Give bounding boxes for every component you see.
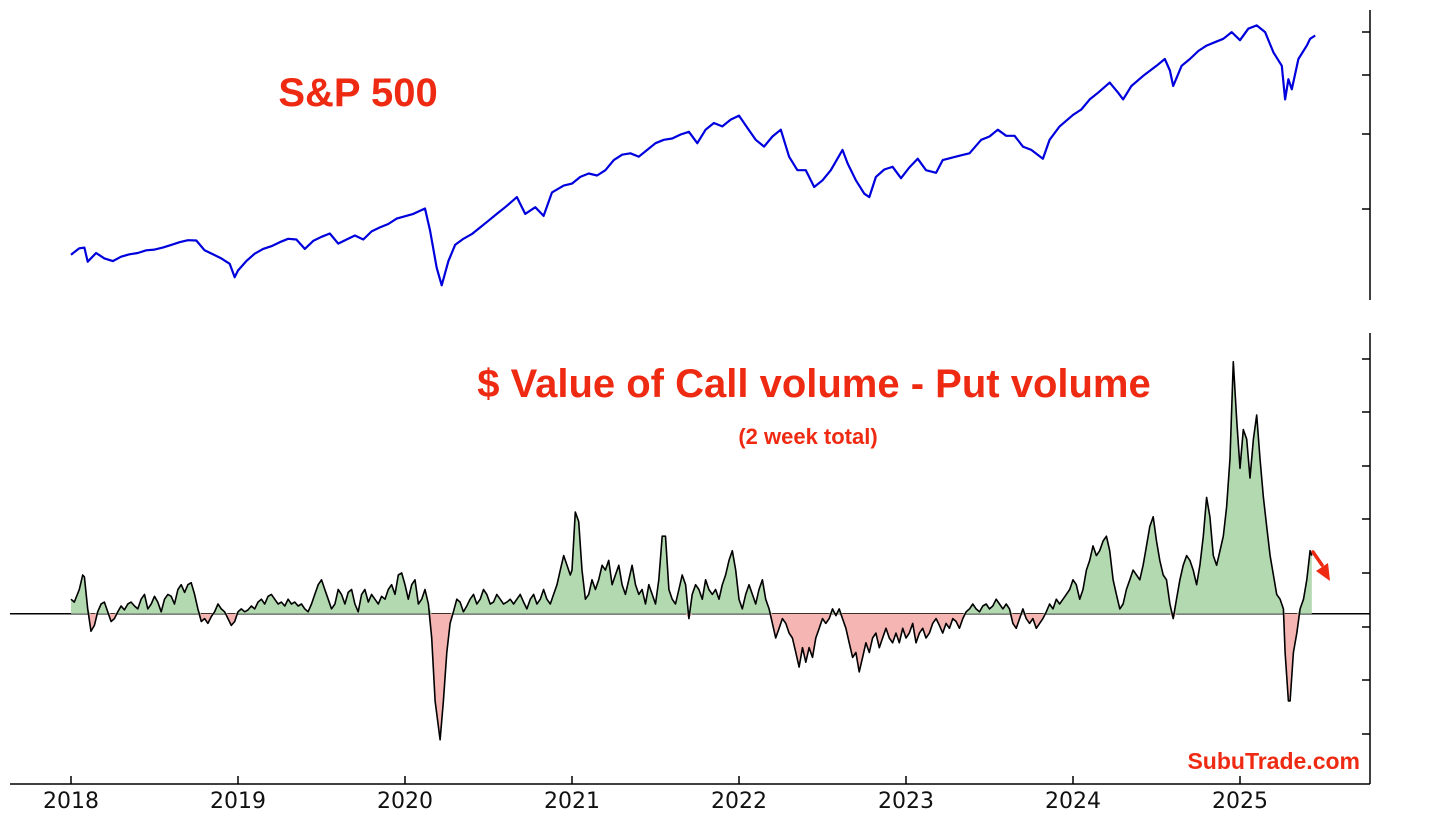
x-tick-label: 2019 (210, 789, 266, 814)
x-tick-label: 2024 (1045, 789, 1101, 814)
x-tick-label: 2025 (1212, 789, 1268, 814)
subutrade-watermark: SubuTrade.com (1187, 748, 1360, 774)
x-tick-labels: 2018 2019 2020 2021 2022 2023 2024 2025 (43, 789, 1268, 814)
callput-line (70, 360, 1313, 741)
down-arrow-icon (1311, 550, 1330, 581)
x-tick-marks (70, 776, 1241, 784)
callput-panel: 2018 2019 2020 2021 2022 2023 2024 2025 $ Value… (10, 333, 1371, 814)
x-tick-label: 2022 (711, 789, 767, 814)
sp500-right-ticks (1362, 31, 1370, 210)
callput-right-ticks (1362, 358, 1370, 735)
callput-title: $ Value of Call volume - Put volume (477, 362, 1151, 406)
sp500-title: S&P 500 (278, 71, 437, 115)
callput-subtitle: (2 week total) (738, 424, 877, 449)
x-tick-label: 2020 (377, 789, 433, 814)
x-tick-label: 2023 (878, 789, 934, 814)
x-tick-label: 2018 (43, 789, 99, 814)
x-tick-label: 2021 (544, 789, 600, 814)
negative-area (71, 613, 1312, 740)
positive-area (71, 361, 1312, 614)
sp500-line (70, 24, 1316, 287)
sp500-panel: S&P 500 (70, 10, 1371, 300)
